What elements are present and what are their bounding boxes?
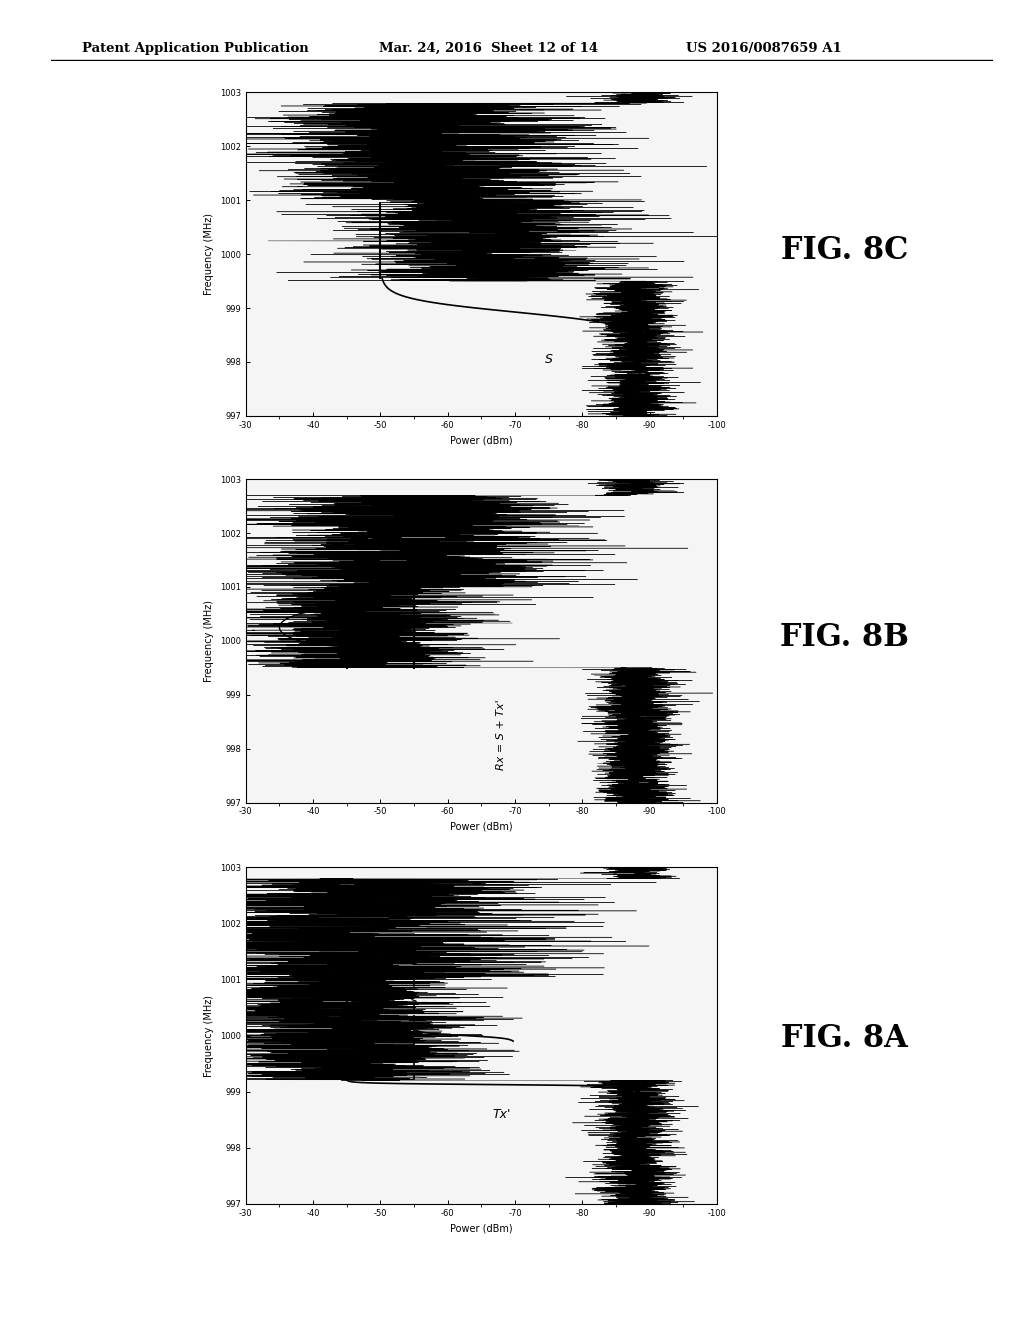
Text: US 2016/0087659 A1: US 2016/0087659 A1: [686, 42, 842, 55]
Text: Rx = S + Tx': Rx = S + Tx': [497, 700, 507, 771]
X-axis label: Power (dBm): Power (dBm): [450, 822, 513, 832]
Text: S: S: [545, 352, 553, 366]
Text: Patent Application Publication: Patent Application Publication: [82, 42, 308, 55]
Text: Mar. 24, 2016  Sheet 12 of 14: Mar. 24, 2016 Sheet 12 of 14: [379, 42, 598, 55]
Y-axis label: Frequency (MHz): Frequency (MHz): [204, 599, 214, 682]
Text: FIG. 8C: FIG. 8C: [781, 235, 908, 267]
X-axis label: Power (dBm): Power (dBm): [450, 436, 513, 445]
Text: FIG. 8A: FIG. 8A: [781, 1023, 908, 1055]
Text: Tx': Tx': [493, 1107, 511, 1121]
Y-axis label: Frequency (MHz): Frequency (MHz): [204, 994, 214, 1077]
Text: S: S: [410, 995, 418, 1008]
Y-axis label: Frequency (MHz): Frequency (MHz): [204, 213, 214, 296]
X-axis label: Power (dBm): Power (dBm): [450, 1224, 513, 1233]
Text: FIG. 8B: FIG. 8B: [780, 622, 909, 653]
